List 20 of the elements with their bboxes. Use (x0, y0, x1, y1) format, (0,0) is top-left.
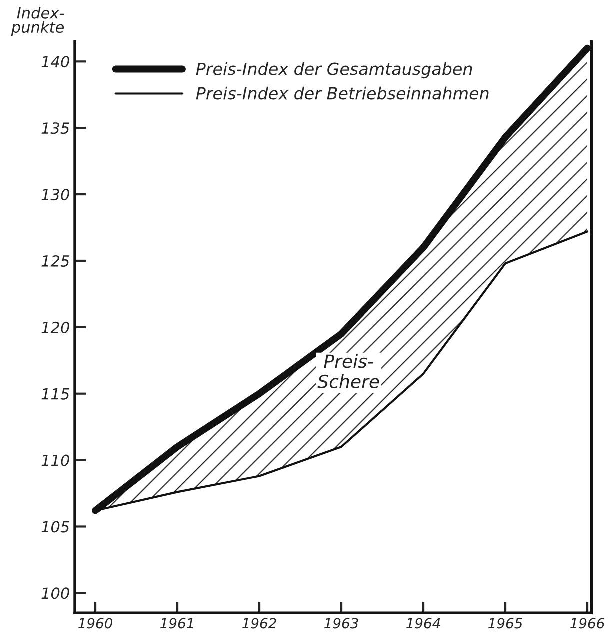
legend-label: Preis-Index der Betriebseinnahmen (196, 86, 489, 100)
y-tick-label: 130 (42, 189, 70, 201)
y-tick-label: 115 (42, 388, 70, 400)
y-tick-label: 140 (42, 56, 70, 68)
y-tick-label: 120 (42, 322, 70, 334)
y-tick-label: 110 (42, 454, 70, 466)
y-tick-label: 125 (42, 255, 70, 267)
y-axis-title: Index- punkte (11, 7, 64, 36)
x-tick-label: 1963 (324, 618, 358, 629)
y-tick-label: 135 (42, 122, 70, 134)
x-tick-label: 1961 (160, 618, 194, 629)
y-tick-label: 105 (42, 521, 70, 533)
x-tick-label: 1960 (78, 618, 113, 629)
x-tick-label: 1966 (570, 618, 605, 629)
x-tick-label: 1964 (406, 618, 440, 629)
x-tick-label: 1962 (242, 618, 276, 629)
legend-label: Preis-Index der Gesamtausgaben (196, 62, 472, 79)
y-tick-label: 100 (42, 588, 70, 600)
x-tick-label: 1965 (488, 618, 522, 629)
annotation: Preis- Schere (318, 354, 380, 388)
